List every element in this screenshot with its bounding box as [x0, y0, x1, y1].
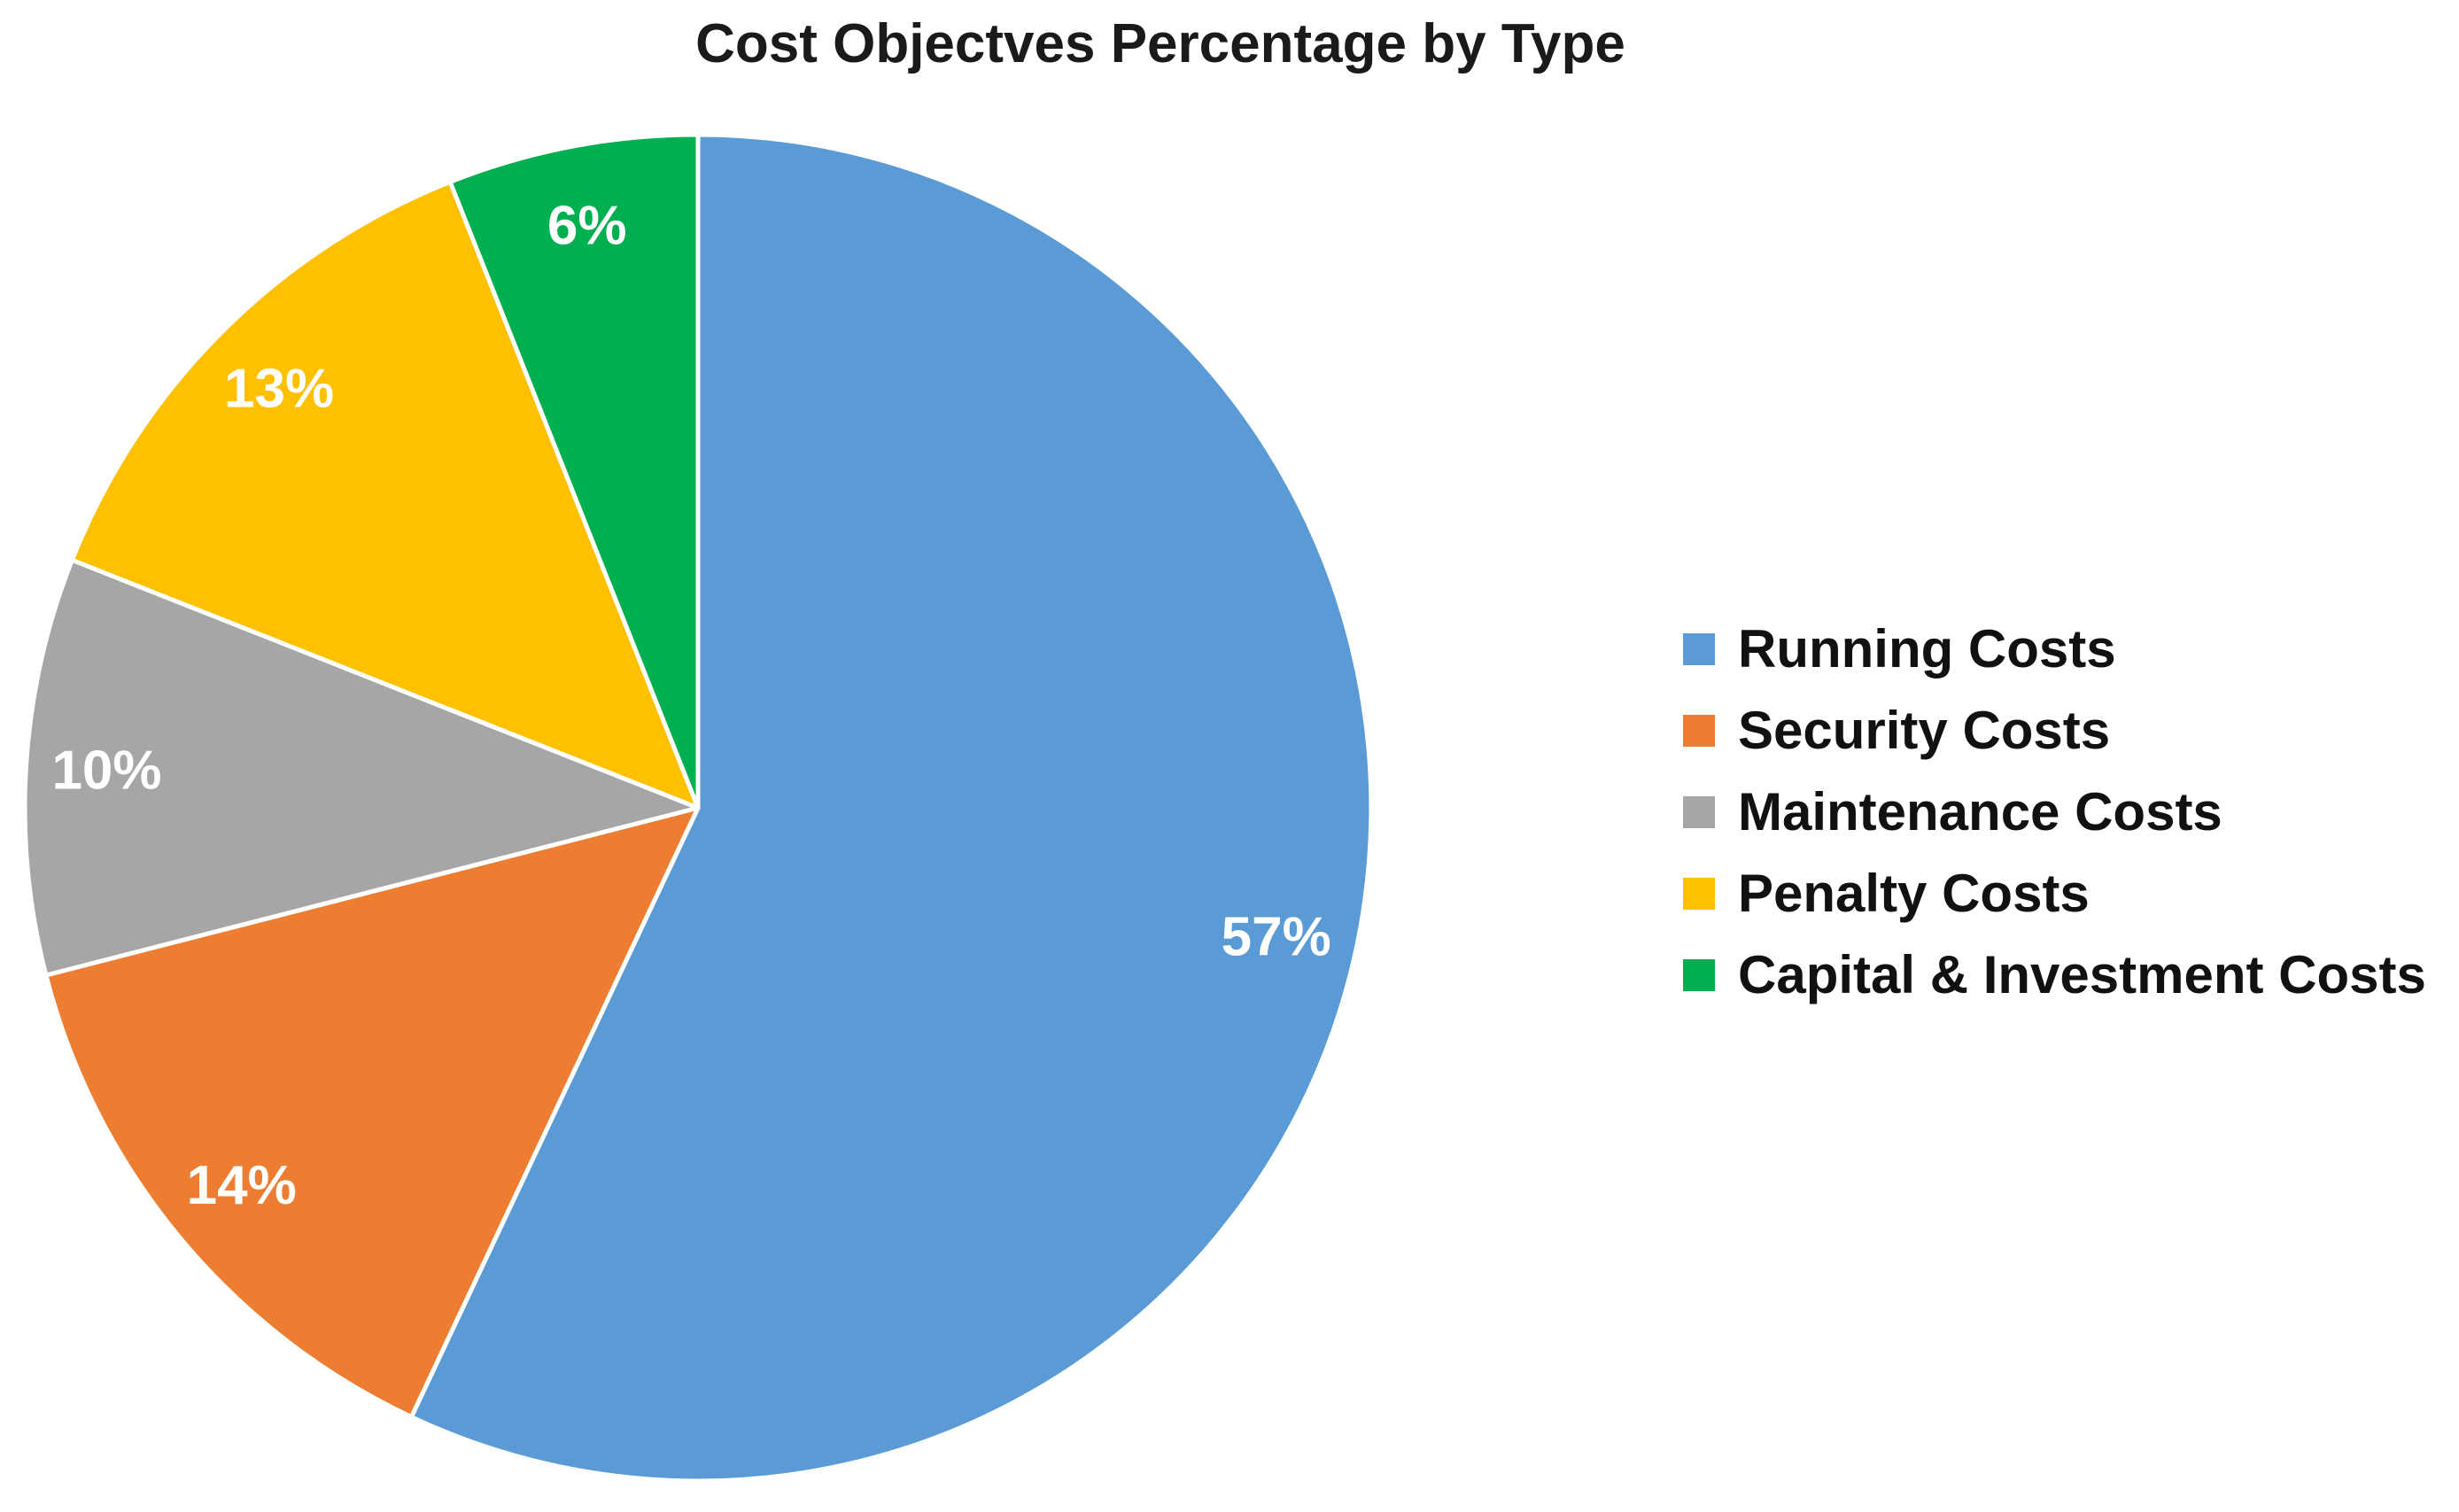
pie-data-label-penalty-costs: 13%	[224, 359, 334, 420]
legend-label-maintenance-costs: Maintenance Costs	[1738, 782, 2222, 841]
legend-label-capital-investment-costs: Capital & Investment Costs	[1738, 945, 2426, 1004]
legend-item-penalty-costs: Penalty Costs	[1683, 867, 2426, 920]
legend-color-swatch-penalty-costs	[1683, 878, 1715, 910]
pie-data-label-capital-investment-costs: 6%	[547, 196, 627, 257]
chart-title: Cost Objectves Percentage by Type	[695, 13, 1625, 74]
pie-slice-capital-investment-costs	[447, 132, 701, 810]
legend-color-swatch-running-costs	[1683, 633, 1715, 665]
legend-label-security-costs: Security Costs	[1738, 701, 2111, 760]
legend-label-running-costs: Running Costs	[1738, 619, 2116, 678]
legend-color-swatch-security-costs	[1683, 715, 1715, 747]
pie-data-label-maintenance-costs: 10%	[51, 740, 161, 802]
legend-item-security-costs: Security Costs	[1683, 704, 2426, 757]
legend-label-penalty-costs: Penalty Costs	[1738, 864, 2090, 923]
legend-item-running-costs: Running Costs	[1683, 623, 2426, 676]
pie-slice-maintenance-costs	[22, 557, 701, 978]
legend-color-swatch-capital-investment-costs	[1683, 959, 1715, 991]
pie-slice-running-costs	[408, 132, 1374, 1484]
pie-data-label-running-costs: 57%	[1222, 906, 1331, 967]
pie-slice-penalty-costs	[69, 179, 701, 810]
legend: Running Costs Security Costs Maintenance…	[1683, 623, 2426, 1030]
legend-item-capital-investment-costs: Capital & Investment Costs	[1683, 949, 2426, 1002]
pie-slice-security-costs	[43, 805, 701, 1420]
pie-data-label-security-costs: 14%	[187, 1155, 297, 1216]
legend-color-swatch-maintenance-costs	[1683, 796, 1715, 828]
legend-item-maintenance-costs: Maintenance Costs	[1683, 786, 2426, 839]
